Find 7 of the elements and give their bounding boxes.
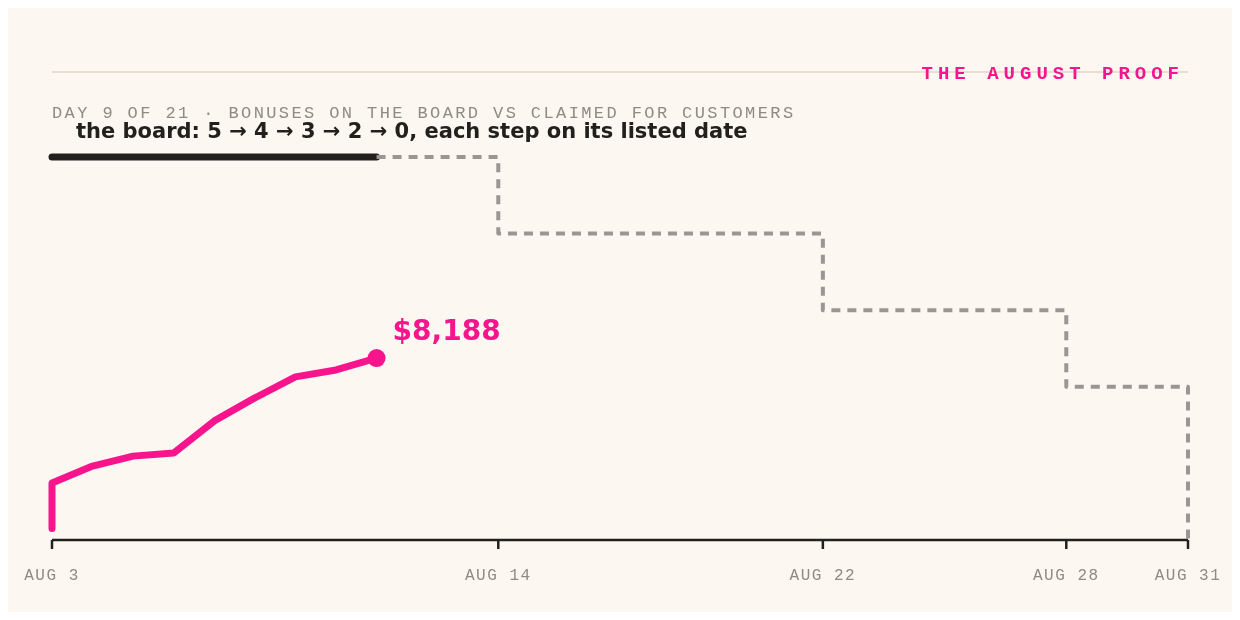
annotation: $8,188 bbox=[392, 314, 501, 348]
x-tick-label: AUG 22 bbox=[789, 567, 857, 585]
chart-title: THE AUGUST PROOF bbox=[921, 63, 1184, 85]
x-tick-label: AUG 3 bbox=[24, 567, 80, 585]
x-tick-label: AUG 14 bbox=[464, 567, 532, 585]
x-tick-label: AUG 31 bbox=[1154, 567, 1222, 585]
x-tick-label: AUG 28 bbox=[1032, 567, 1100, 585]
